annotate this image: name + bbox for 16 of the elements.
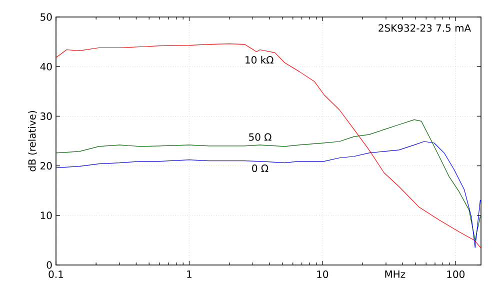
series-label: 10 kΩ [246, 56, 274, 64]
x-tick-label: 1 [187, 270, 192, 278]
x-tick-label: 100 [447, 270, 465, 278]
text: 2SK932-23 7.5 mA [378, 24, 472, 32]
y-axis-title: dB (relative) [28, 111, 37, 172]
x-tick-label: MHz [385, 270, 406, 278]
series-label: 0 Ω [252, 164, 268, 172]
x-tick-label: 10 [317, 270, 328, 278]
x-tick-label: 0.1 [48, 270, 64, 278]
series-label: 50 Ω [249, 133, 272, 141]
y-tick-label: 10 [40, 212, 52, 220]
y-tick-label: 30 [40, 112, 52, 120]
y-tick-label: 20 [40, 162, 52, 170]
y-tick-label: 0 [46, 261, 52, 269]
y-tick-label: 40 [40, 62, 52, 70]
y-tick-label: 50 [40, 13, 52, 21]
